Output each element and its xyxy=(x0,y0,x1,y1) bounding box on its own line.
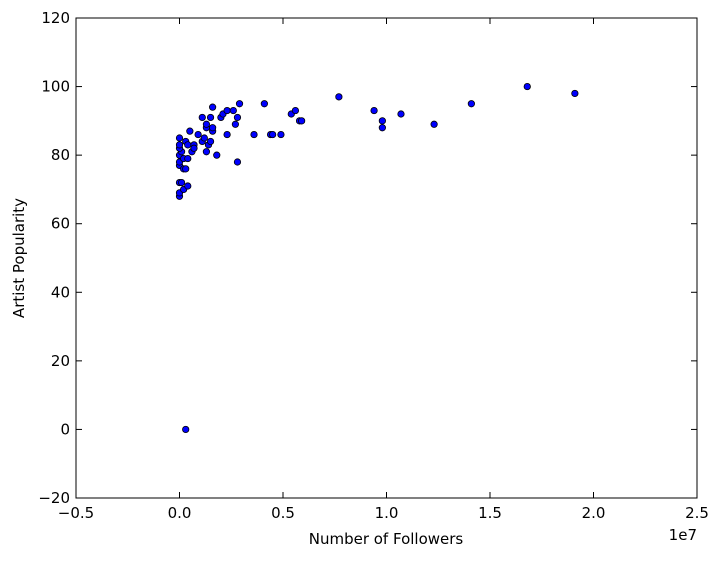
point xyxy=(231,120,239,128)
point xyxy=(250,130,258,139)
y-tick-label: 120 xyxy=(41,9,70,27)
x-tick-label: 1.5 xyxy=(478,504,502,522)
point xyxy=(184,141,192,149)
point xyxy=(175,134,184,142)
point xyxy=(277,130,285,139)
point xyxy=(291,106,300,115)
x-tick-label: 1.0 xyxy=(375,504,399,522)
point xyxy=(298,117,306,125)
x-tick-label: 0.5 xyxy=(271,504,295,522)
x-tick-label: 2.5 xyxy=(685,504,709,522)
point xyxy=(335,93,343,101)
point xyxy=(200,134,208,142)
point xyxy=(184,182,192,190)
x-tick-label: −0.5 xyxy=(58,504,94,522)
x-tick-label: 2.0 xyxy=(582,504,606,522)
point xyxy=(198,113,206,122)
point xyxy=(233,113,242,122)
point xyxy=(467,100,475,108)
point xyxy=(229,106,237,115)
point xyxy=(223,106,231,115)
point xyxy=(209,124,217,132)
y-tick-label: 100 xyxy=(41,78,70,96)
point xyxy=(175,141,184,149)
point xyxy=(206,137,215,146)
point xyxy=(370,106,378,115)
point xyxy=(523,82,531,91)
point xyxy=(177,178,186,187)
point xyxy=(233,158,242,166)
point xyxy=(202,148,211,156)
point xyxy=(209,103,217,111)
point xyxy=(378,117,386,125)
y-axis-label: Artist Popularity xyxy=(10,198,28,318)
y-tick-label: 0 xyxy=(60,420,70,438)
y-tick-label: −20 xyxy=(38,489,70,507)
point xyxy=(213,151,221,159)
y-tick-label: 80 xyxy=(51,146,70,164)
point xyxy=(269,130,277,139)
point xyxy=(206,113,215,122)
point xyxy=(571,89,579,98)
point xyxy=(182,165,190,173)
point xyxy=(430,120,438,128)
point xyxy=(378,124,386,132)
point xyxy=(186,127,194,135)
x-axis-label: Number of Followers xyxy=(309,530,464,548)
point xyxy=(194,130,202,139)
y-tick-label: 20 xyxy=(51,352,70,370)
point xyxy=(397,110,405,118)
x-offset-text: 1e7 xyxy=(669,526,697,544)
point xyxy=(184,154,192,163)
point xyxy=(235,100,244,108)
point xyxy=(260,100,268,108)
point xyxy=(190,144,198,152)
point xyxy=(223,130,231,139)
y-tick-label: 40 xyxy=(51,283,70,301)
plot-frame xyxy=(75,17,698,499)
point xyxy=(202,120,211,128)
x-tick-label: 0.0 xyxy=(168,504,192,522)
point xyxy=(182,425,190,434)
y-tick-label: 60 xyxy=(51,215,70,233)
